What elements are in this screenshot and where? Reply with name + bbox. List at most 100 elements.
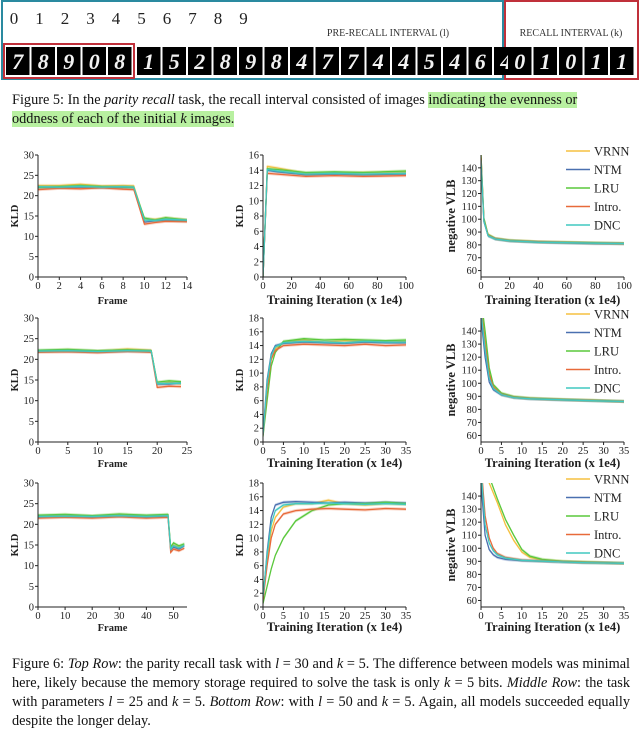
x-tick-label: 80: [590, 281, 601, 292]
legend-label: NTM: [594, 491, 622, 505]
x-tick-label: 20: [339, 446, 350, 457]
x-tick-label: 10: [92, 446, 103, 457]
digit-glyph: 5: [424, 49, 435, 74]
series-band-dnc: [38, 349, 181, 386]
fig6-text: Figure 6:: [12, 656, 68, 672]
x-axis-label: Frame: [98, 459, 128, 470]
first-digits-box: [3, 43, 135, 79]
legend-label: VRNN: [594, 308, 629, 322]
y-tick-label: 10: [249, 534, 260, 545]
y-tick-label: 100: [461, 215, 477, 226]
fig6-text: : with: [280, 694, 319, 710]
y-tick-label: 10: [24, 232, 35, 243]
digit-glyph: 5: [169, 49, 180, 74]
y-tick-label: 120: [461, 518, 477, 529]
x-tick-label: 30: [380, 611, 391, 622]
x-axis-label: Training Iteration (x 1e4): [485, 456, 621, 470]
x-tick-label: 20: [504, 281, 515, 292]
digit-tile: [533, 47, 557, 75]
fig6-emph: Top Row: [67, 656, 118, 672]
fig6-text: = 5. The difference between models was m…: [12, 656, 631, 691]
x-tick-label: 15: [319, 446, 330, 457]
digit-glyph: 9: [63, 49, 74, 74]
legend-label: Intro.: [594, 363, 621, 377]
x-tick-label: 25: [360, 446, 371, 457]
legend-label: DNC: [594, 547, 620, 561]
x-tick-label: 0: [260, 281, 265, 292]
y-axis-label: negative VLB: [444, 179, 458, 252]
digit-tile: [6, 47, 30, 75]
fig6-text: = 5 bits.: [450, 675, 507, 691]
index-label: 5: [137, 9, 146, 28]
x-axis-label: Training Iteration (x 1e4): [485, 293, 621, 307]
x-tick-label: 0: [478, 281, 483, 292]
y-tick-label: 70: [467, 253, 478, 264]
digit-tile: [341, 47, 365, 75]
fig5-math: k: [180, 111, 187, 127]
chart-panel: 0 20 40 60 80 10060708090100110120130140Train…: [444, 145, 632, 308]
chart-panel: 0 5 10 15 20 25 30 35 60 70 80 90 100 110 120 130 140 Tra…: [444, 308, 629, 471]
digit-glyph: 4: [397, 49, 409, 74]
y-tick-label: 0: [254, 438, 259, 449]
x-tick-label: 10: [299, 446, 310, 457]
y-axis-label: KLD: [10, 368, 21, 391]
x-tick-label: 10: [139, 281, 150, 292]
y-tick-label: 120: [461, 189, 477, 200]
x-tick-label: 0: [260, 446, 265, 457]
y-tick-label: 20: [24, 520, 35, 531]
series-line-ntm: [263, 169, 406, 277]
x-axis-label: Frame: [98, 623, 128, 634]
series-band-lru: [263, 500, 406, 606]
series-line-ntm: [263, 341, 406, 434]
y-tick-label: 70: [467, 418, 478, 429]
digit-tile: [508, 47, 532, 75]
y-tick-label: 2: [254, 589, 259, 600]
digit-tile: [162, 47, 186, 75]
x-tick-label: 40: [315, 281, 326, 292]
series-line-dnc: [263, 502, 406, 597]
y-axis-label: KLD: [10, 533, 21, 556]
x-tick-label: 20: [339, 611, 350, 622]
y-tick-label: 30: [24, 151, 35, 162]
fig6-math: l: [108, 694, 113, 710]
x-tick-label: 10: [517, 611, 528, 622]
x-axis-label: Training Iteration (x 1e4): [267, 456, 403, 470]
series-group: [38, 512, 185, 555]
digit-tile: [31, 47, 55, 75]
digit-glyph: 0: [89, 49, 100, 74]
digit-glyph: 1: [540, 49, 551, 74]
x-tick-label: 25: [578, 446, 589, 457]
y-tick-label: 130: [461, 505, 477, 516]
index-label: 3: [86, 9, 95, 28]
digit-glyph: 7: [347, 49, 359, 74]
digit-tile: [443, 47, 467, 75]
y-tick-label: 120: [461, 353, 477, 364]
fig6-math: k: [381, 694, 389, 710]
fig5-highlight: oddness of each of the initial k images.: [12, 111, 235, 127]
index-label: 1: [35, 9, 44, 28]
x-tick-label: 60: [562, 281, 573, 292]
y-tick-label: 130: [461, 340, 477, 351]
series-line-lru: [263, 167, 406, 277]
y-axis-label: KLD: [235, 533, 246, 556]
series-line-intro: [263, 172, 406, 277]
y-tick-label: 10: [24, 396, 35, 407]
y-tick-label: 12: [249, 181, 260, 192]
series-band-dnc: [263, 339, 406, 437]
x-tick-label: 20: [286, 281, 297, 292]
x-tick-label: 30: [114, 611, 125, 622]
fig5-highlight-text: images.: [186, 111, 235, 127]
digit-glyph: 8: [271, 49, 282, 74]
fig6-text: : the task with parameters: [12, 675, 630, 710]
x-axis-label: Training Iteration (x 1e4): [267, 620, 403, 634]
y-tick-label: 110: [462, 366, 477, 377]
digit-glyph: 2: [193, 49, 205, 74]
digit-tile: [610, 47, 634, 75]
y-tick-label: 25: [24, 171, 35, 182]
x-tick-label: 15: [537, 611, 548, 622]
series-band-dnc: [38, 514, 185, 551]
x-tick-label: 12: [160, 281, 171, 292]
digit-glyph: 1: [616, 49, 627, 74]
